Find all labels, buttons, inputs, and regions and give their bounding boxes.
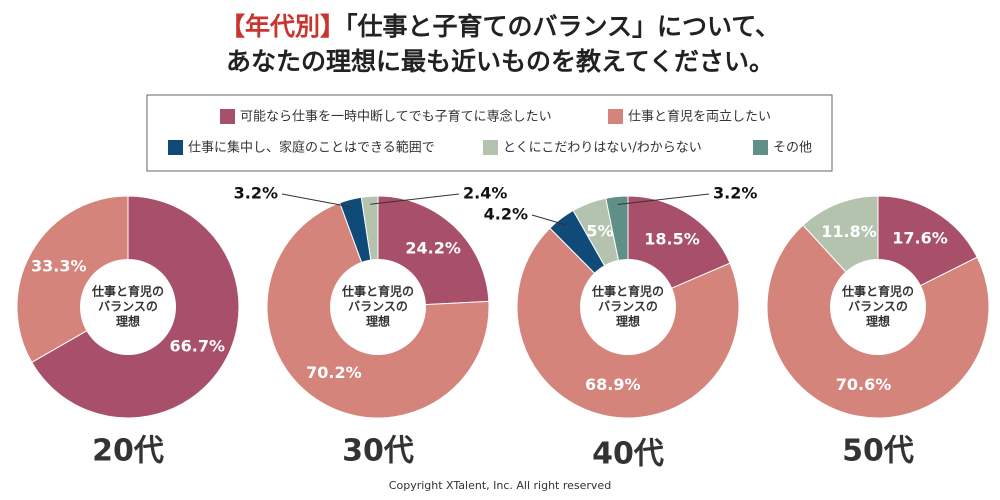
footer: Copyright XTalent, Inc. All right reserv… xyxy=(389,479,611,492)
value-label: 5% xyxy=(586,222,613,241)
legend-box xyxy=(146,94,833,172)
center-label: バランスの xyxy=(598,300,658,314)
center-label: バランスの xyxy=(348,300,408,314)
center-label: 仕事と育児の xyxy=(591,284,664,299)
value-label: 24.2% xyxy=(405,239,461,258)
value-label: 70.6% xyxy=(836,375,892,394)
leader-line xyxy=(617,193,710,206)
value-label: 3.2% xyxy=(234,184,278,203)
center-label: 仕事と育児の xyxy=(841,284,914,299)
donut-hole xyxy=(80,259,176,355)
legend-label: 仕事に集中し、家庭のことはできる範囲で xyxy=(188,140,435,156)
leader-line xyxy=(531,214,566,226)
title-line-1: 【年代別】「仕事と子育てのバランス」について、 xyxy=(220,12,780,41)
donut-hole xyxy=(830,259,926,355)
chart-label: 40代 xyxy=(592,437,664,472)
center-label: 理想 xyxy=(116,314,140,329)
center-label: 仕事と育児の xyxy=(91,284,164,299)
donut-hole xyxy=(580,259,676,355)
value-label: 18.5% xyxy=(644,230,700,249)
legend-label: とくにこだわりはない/わからない xyxy=(503,141,702,156)
chart-label: 20代 xyxy=(92,434,164,469)
legend-swatch xyxy=(608,109,623,124)
value-label: 17.6% xyxy=(892,228,948,247)
leader-line xyxy=(370,193,460,205)
value-label: 2.4% xyxy=(463,184,507,203)
legend-swatch xyxy=(753,140,768,155)
value-label: 70.2% xyxy=(306,363,362,382)
leader-line xyxy=(281,193,353,208)
value-label: 33.3% xyxy=(31,256,87,275)
center-label: バランスの xyxy=(848,300,908,314)
title-tag: 【年代別】 xyxy=(220,12,345,41)
center-label: バランスの xyxy=(98,300,158,314)
title-line-2: あなたの理想に最も近いものを教えてください。 xyxy=(226,47,774,76)
legend-label: 仕事と育児を両立したい xyxy=(628,109,771,125)
value-label: 68.9% xyxy=(585,375,641,394)
center-label: 理想 xyxy=(616,314,640,329)
center-label: 仕事と育児の xyxy=(341,284,414,299)
value-label: 11.8% xyxy=(821,222,877,241)
legend-swatch xyxy=(483,140,498,155)
chart-label: 30代 xyxy=(342,434,414,469)
value-label: 66.7% xyxy=(169,337,225,356)
value-label: 3.2% xyxy=(713,184,757,203)
chart-label: 50代 xyxy=(842,434,914,469)
donut-hole xyxy=(330,259,426,355)
value-label: 4.2% xyxy=(484,205,528,224)
legend-label: 可能なら仕事を一時中断してでも子育てに専念したい xyxy=(240,109,552,125)
center-label: 理想 xyxy=(366,314,390,329)
legend-label: その他 xyxy=(773,141,812,156)
legend-swatch xyxy=(220,109,235,124)
legend-swatch xyxy=(168,140,183,155)
title-text: 「仕事と子育てのバランス」について、 xyxy=(345,12,780,41)
center-label: 理想 xyxy=(866,314,890,329)
